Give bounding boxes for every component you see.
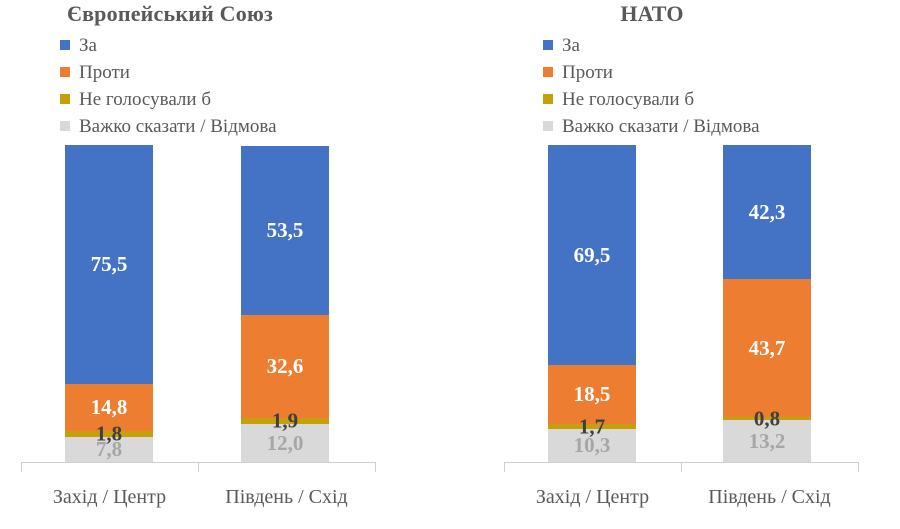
bar-value-vazhko: 13,2	[748, 428, 786, 453]
legend-item-vazhko[interactable]: Важко сказати / Відмова	[543, 113, 760, 139]
legend-label-ne-holosuvaly: Не голосували б	[79, 88, 211, 110]
bar-value-ne-holosuvaly: 0,8	[753, 406, 781, 430]
legend-item-ne-holosuvaly[interactable]: Не голосували б	[543, 86, 760, 112]
chart-title-eu: Європейський Союз	[66, 1, 274, 26]
legend-swatch-za-icon	[543, 40, 553, 50]
bar-segment-za[interactable]: 69,5	[548, 145, 636, 365]
bar-segment-proty[interactable]: 32,6	[241, 315, 329, 418]
bar-segment-ne-holosuvaly[interactable]: 1,8	[65, 423, 153, 444]
bar-segment-vazhko[interactable]: 12,0	[241, 424, 329, 462]
legend-item-ne-holosuvaly[interactable]: Не голосували б	[60, 86, 277, 112]
x-axis-tick	[858, 463, 859, 472]
x-axis-category-label: Захід / Центр	[52, 486, 167, 508]
bar-value-ne-holosuvaly: 1,7	[578, 414, 606, 438]
legend-swatch-proty-icon	[543, 67, 553, 77]
chart-panel-nato: НАТО За Проти Не голосували б Важко сказ…	[450, 0, 900, 529]
legend-swatch-vazhko-icon	[543, 121, 553, 131]
bar-value-proty: 32,6	[266, 354, 304, 378]
bar-value-za: 53,5	[266, 218, 304, 242]
bar-segment-za[interactable]: 42,3	[723, 145, 811, 279]
bar-segment-vazhko[interactable]: 10,3	[548, 429, 636, 462]
legend-swatch-ne-holosuvaly-icon	[60, 94, 70, 104]
bar-value-vazhko: 10,3	[573, 433, 611, 457]
x-axis-tick	[375, 463, 376, 472]
bar-segment-proty[interactable]: 14,8	[65, 384, 153, 431]
x-axis-tick	[21, 463, 22, 472]
bar-value-proty: 14,8	[90, 395, 128, 419]
x-axis-category-label: Південь / Схід	[225, 486, 348, 508]
legend-swatch-vazhko-icon	[60, 121, 70, 131]
bar-value-za: 42,3	[748, 199, 786, 224]
x-axis-category-label: Захід / Центр	[535, 486, 650, 508]
legend-label-ne-holosuvaly: Не голосували б	[562, 88, 694, 110]
chart-panel-eu: Європейський Союз За Проти Не голосували…	[21, 1, 376, 508]
bar-value-za: 75,5	[90, 252, 128, 276]
bar-value-vazhko: 7,8	[95, 437, 123, 461]
legend-item-za[interactable]: За	[60, 32, 277, 58]
legend-label-proty: Проти	[562, 61, 613, 83]
bar-value-vazhko: 12,0	[266, 430, 304, 455]
plot-area-eu: 75,5 14,8 1,8 7,8 53,5 32,6	[21, 145, 376, 508]
bar-segment-vazhko[interactable]: 7,8	[65, 437, 153, 462]
bar-segment-ne-holosuvaly[interactable]: 1,9	[241, 410, 329, 431]
stacked-bar-pivden-skhid[interactable]: 53,5 32,6 1,9 12,0	[241, 146, 329, 462]
legend-label-proty: Проти	[79, 61, 130, 83]
legend-swatch-proty-icon	[60, 67, 70, 77]
x-axis-line	[21, 462, 376, 463]
x-axis-tick	[198, 463, 199, 472]
legend-label-za: За	[79, 34, 97, 56]
legend-nato: За Проти Не голосували б Важко сказати /…	[543, 32, 760, 140]
bar-value-proty: 43,7	[748, 335, 786, 360]
bar-segment-za[interactable]: 75,5	[65, 145, 153, 384]
legend-swatch-za-icon	[60, 40, 70, 50]
bar-value-ne-holosuvaly: 1,8	[95, 421, 123, 446]
bar-value-za: 69,5	[573, 242, 611, 267]
stacked-bar-pivden-skhid[interactable]: 42,3 43,7 0,8 13,2	[723, 145, 811, 462]
x-axis-tick	[681, 463, 682, 472]
x-axis-tick	[504, 463, 505, 472]
legend-swatch-ne-holosuvaly-icon	[543, 94, 553, 104]
bar-segment-ne-holosuvaly[interactable]: 1,7	[548, 416, 636, 437]
legend-label-vazhko: Важко сказати / Відмова	[79, 115, 277, 137]
bar-segment-proty[interactable]: 18,5	[548, 365, 636, 424]
x-axis-line	[504, 462, 859, 463]
stacked-bar-zahid-centr[interactable]: 69,5 18,5 1,7 10,3	[548, 145, 636, 462]
bar-value-proty: 18,5	[573, 382, 611, 406]
bar-segment-ne-holosuvaly[interactable]: 0,8	[723, 408, 811, 429]
bar-segment-proty[interactable]: 43,7	[723, 279, 811, 417]
legend-item-vazhko[interactable]: Важко сказати / Відмова	[60, 113, 277, 139]
chart-title-nato: НАТО	[620, 1, 684, 26]
legend-label-za: За	[562, 34, 580, 56]
legend-eu: За Проти Не голосували б Важко сказати /…	[60, 32, 277, 140]
stacked-bar-zahid-centr[interactable]: 75,5 14,8 1,8 7,8	[65, 145, 153, 462]
bar-value-ne-holosuvaly: 1,9	[271, 408, 299, 433]
bar-segment-vazhko[interactable]: 13,2	[723, 420, 811, 462]
legend-item-proty[interactable]: Проти	[60, 59, 277, 85]
legend-item-za[interactable]: За	[543, 32, 760, 58]
x-axis-category-label: Південь / Схід	[708, 486, 831, 508]
legend-label-vazhko: Важко сказати / Відмова	[562, 115, 760, 137]
legend-item-proty[interactable]: Проти	[543, 59, 760, 85]
bar-segment-za[interactable]: 53,5	[241, 146, 329, 315]
plot-area-nato: 69,5 18,5 1,7 10,3 42,3 43,7	[450, 0, 900, 529]
